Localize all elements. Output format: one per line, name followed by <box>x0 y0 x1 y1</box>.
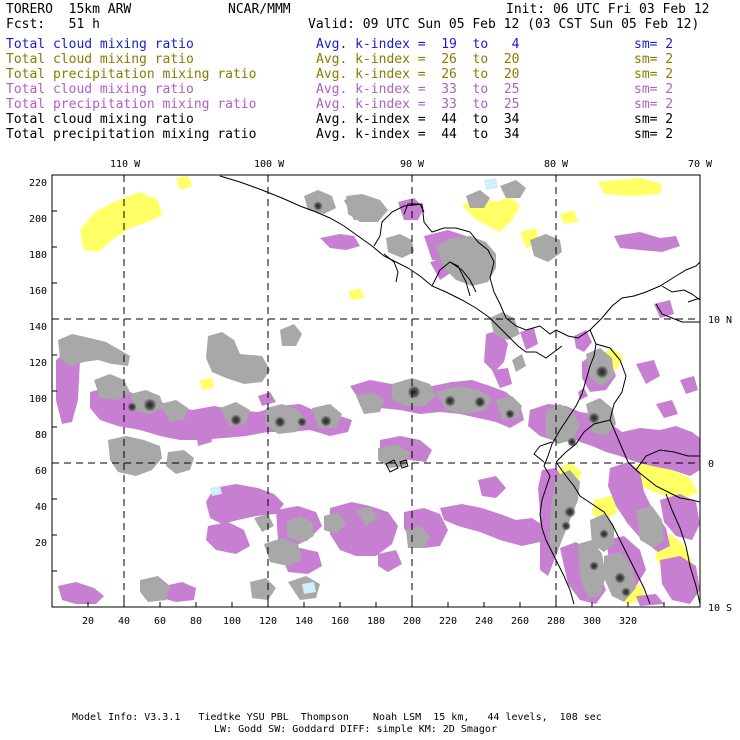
legend-sm: sm= 2 <box>634 67 674 82</box>
y-tick-label: 180 <box>29 250 47 261</box>
legend-field: Total precipitation mixing ratio <box>6 127 257 142</box>
x-tick-label: 180 <box>367 616 385 627</box>
legend-field: Total cloud mixing ratio <box>6 82 194 97</box>
coastlines <box>219 175 700 605</box>
legend-field: Total precipitation mixing ratio <box>6 67 257 82</box>
axis-ticks <box>52 210 665 607</box>
legend-field: Total cloud mixing ratio <box>6 112 194 127</box>
legend-field: Total cloud mixing ratio <box>6 52 194 67</box>
lat-label: 10 N <box>708 315 732 326</box>
y-tick-label: 120 <box>29 358 47 369</box>
legend-field: Total precipitation mixing ratio <box>6 97 257 112</box>
x-tick-label: 220 <box>439 616 457 627</box>
valid-time: Valid: 09 UTC Sun 05 Feb 12 (03 CST Sun … <box>308 17 700 32</box>
init-time: Init: 06 UTC Fri 03 Feb 12 <box>506 2 710 17</box>
x-tick-label: 300 <box>583 616 601 627</box>
legend-kindex: Avg. k-index = 19 to 4 <box>316 37 520 52</box>
x-tick-label: 200 <box>403 616 421 627</box>
lon-label: 70 W <box>688 159 713 170</box>
model-info-line1: Model Info: V3.3.1 Tiedtke YSU PBL Thomp… <box>72 712 602 723</box>
x-tick-labels: 20 40 60 80 100 120 140 160 180 200 220 … <box>82 616 637 627</box>
lon-label: 80 W <box>544 159 569 170</box>
x-tick-label: 40 <box>118 616 130 627</box>
y-tick-label: 20 <box>35 538 47 549</box>
x-tick-label: 20 <box>82 616 94 627</box>
x-tick-label: 160 <box>331 616 349 627</box>
legend-sm: sm= 2 <box>634 127 674 142</box>
lon-label: 100 W <box>254 159 285 170</box>
x-tick-label: 280 <box>547 616 565 627</box>
right-lat-labels: 10 N 0 10 S <box>708 315 732 614</box>
y-tick-label: 100 <box>29 394 47 405</box>
top-lon-labels: 110 W 100 W 90 W 80 W 70 W <box>110 159 713 170</box>
legend-sm: sm= 2 <box>634 37 674 52</box>
legend-kindex: Avg. k-index = 33 to 25 <box>316 97 520 112</box>
convective-cores <box>127 201 631 597</box>
lat-label: 0 <box>708 459 714 470</box>
legend-sm: sm= 2 <box>634 82 674 97</box>
x-tick-label: 120 <box>259 616 277 627</box>
organization-label: NCAR/MMM <box>228 2 291 17</box>
y-tick-labels: 220 200 180 160 140 120 100 80 60 40 20 <box>29 178 47 549</box>
x-tick-label: 140 <box>295 616 313 627</box>
lon-label: 110 W <box>110 159 141 170</box>
legend-kindex: Avg. k-index = 44 to 34 <box>316 112 520 127</box>
y-tick-label: 160 <box>29 286 47 297</box>
lat-label: 10 S <box>708 603 732 614</box>
legend-sm: sm= 2 <box>634 52 674 67</box>
legend-kindex: Avg. k-index = 44 to 34 <box>316 127 520 142</box>
legend-kindex: Avg. k-index = 26 to 20 <box>316 67 520 82</box>
legend-kindex: Avg. k-index = 33 to 25 <box>316 82 520 97</box>
model-info-line2: LW: Godd SW: Goddard DIFF: simple KM: 2D… <box>214 724 497 735</box>
y-tick-label: 220 <box>29 178 47 189</box>
light-blue-regions <box>210 178 498 594</box>
y-tick-label: 80 <box>35 430 47 441</box>
y-tick-label: 200 <box>29 214 47 225</box>
latlon-grid <box>52 175 700 607</box>
x-tick-label: 320 <box>619 616 637 627</box>
x-tick-label: 100 <box>223 616 241 627</box>
map-field-layer <box>52 175 700 607</box>
legend-sm: sm= 2 <box>634 112 674 127</box>
x-tick-label: 60 <box>154 616 166 627</box>
forecast-hour: Fcst: 51 h <box>6 17 100 32</box>
y-tick-label: 140 <box>29 322 47 333</box>
x-tick-label: 260 <box>511 616 529 627</box>
lon-label: 90 W <box>400 159 425 170</box>
y-tick-label: 40 <box>35 502 47 513</box>
legend-kindex: Avg. k-index = 26 to 20 <box>316 52 520 67</box>
x-tick-label: 240 <box>475 616 493 627</box>
legend-sm: sm= 2 <box>634 97 674 112</box>
y-tick-label: 60 <box>35 466 47 477</box>
x-tick-label: 80 <box>190 616 202 627</box>
legend-field: Total cloud mixing ratio <box>6 37 194 52</box>
model-title: TORERO 15km ARW <box>6 2 132 17</box>
